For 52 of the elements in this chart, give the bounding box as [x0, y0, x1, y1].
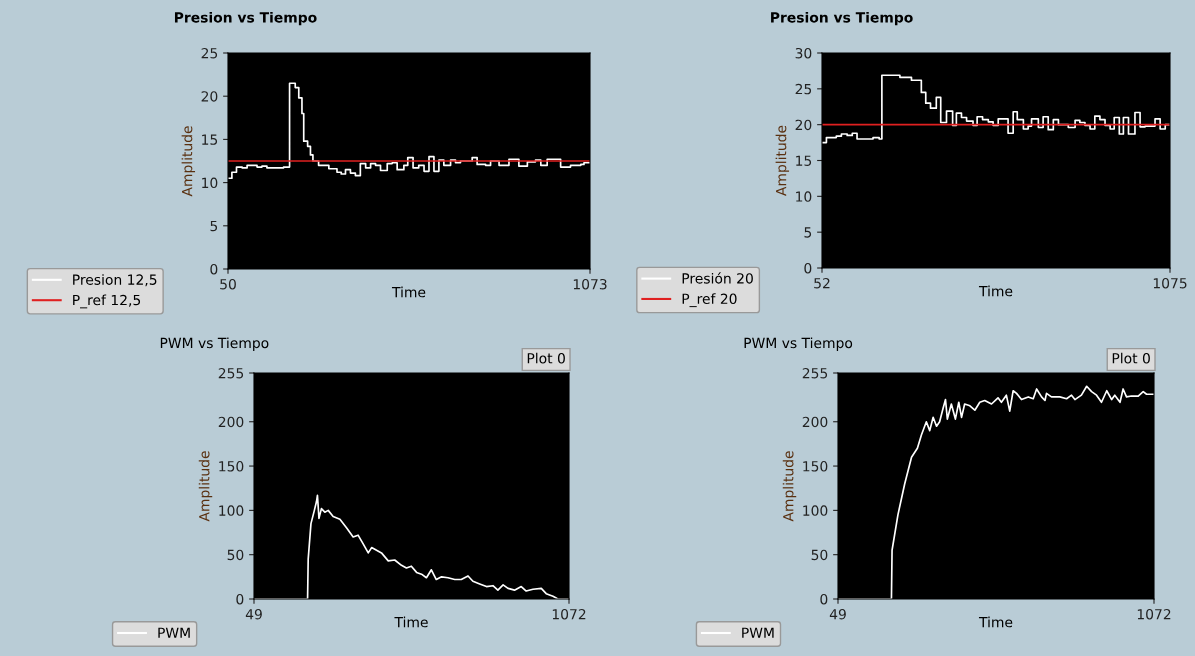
x-tick-label: 1072: [552, 608, 586, 620]
legend-label: Presión 20: [682, 272, 753, 284]
y-tick-label: 20: [201, 91, 218, 102]
text: Plot 0: [1112, 352, 1150, 364]
y-tick-label: 5: [210, 220, 218, 232]
legend-label: Presion 12,5: [73, 274, 157, 287]
chart-title: Presion vs Tiempo: [771, 11, 913, 26]
legend-label: P_ref 20: [682, 293, 737, 308]
x-tick-label: 1075: [1153, 277, 1187, 289]
y-tick-label: 5: [804, 227, 812, 238]
chart-title: Presion vs Tiempo: [174, 11, 317, 26]
y-tick-label: 15: [796, 155, 812, 166]
y-tick-label: 100: [803, 505, 828, 516]
y-axis-title: Amplitude: [775, 125, 790, 196]
y-tick-label: 15: [202, 134, 218, 145]
x-axis-title: Time: [394, 616, 428, 628]
y-axis-title: Amplitude: [782, 451, 797, 522]
y-tick-label: 0: [804, 262, 812, 274]
text: Plot 0: [527, 352, 565, 364]
x-axis-title: Time: [391, 286, 426, 298]
y-axis-title: Amplitude: [198, 451, 213, 522]
x-tick-label: 49: [245, 608, 262, 620]
chart-title: PWM vs Tiempo: [160, 337, 269, 351]
y-tick-label: 25: [795, 83, 812, 95]
y-tick-label: 0: [236, 593, 244, 605]
y-tick-label: 255: [218, 367, 244, 379]
y-tick-label: 200: [802, 416, 828, 428]
y-tick-label: 150: [803, 461, 828, 472]
y-tick-label: 0: [210, 263, 218, 275]
y-tick-label: 10: [202, 177, 218, 189]
y-tick-label: 50: [227, 549, 244, 561]
y-tick-label: 50: [811, 549, 828, 561]
legend-label: PWM: [158, 627, 190, 638]
x-tick-label: 49: [829, 608, 846, 620]
x-axis-title: Time: [978, 616, 1013, 628]
y-tick-label: 150: [219, 461, 244, 472]
y-tick-label: 30: [795, 47, 812, 59]
y-axis-title: Amplitude: [181, 126, 196, 197]
x-tick-label: 52: [814, 277, 830, 289]
x-axis-title: Time: [978, 285, 1013, 297]
y-tick-label: 255: [802, 367, 828, 379]
y-tick-label: 25: [201, 47, 218, 59]
legend-label: PWM: [742, 627, 774, 638]
y-tick-label: 0: [820, 593, 828, 605]
chart-title: PWM vs Tiempo: [744, 337, 853, 351]
legend-label: P_ref 12,5: [73, 294, 141, 309]
x-tick-label: 1072: [1137, 608, 1171, 620]
y-tick-label: 100: [219, 505, 244, 516]
x-tick-label: 1073: [573, 278, 607, 290]
y-tick-label: 200: [218, 416, 244, 428]
y-tick-label: 20: [795, 119, 812, 131]
y-tick-label: 10: [796, 191, 812, 202]
